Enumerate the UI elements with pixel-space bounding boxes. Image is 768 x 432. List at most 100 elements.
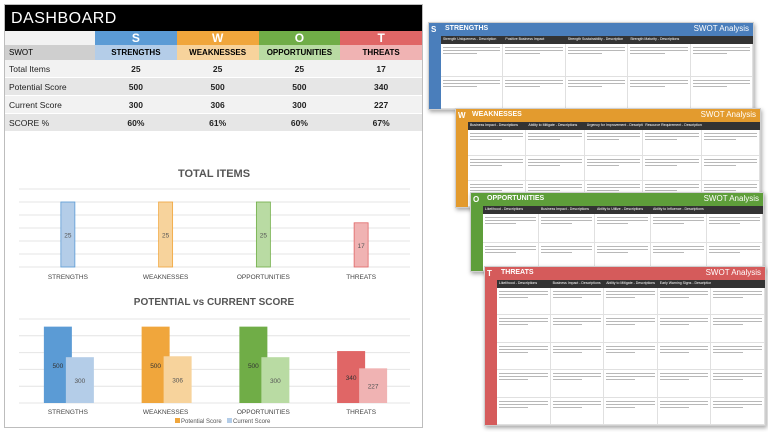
card-cell xyxy=(468,155,527,182)
bar-current-threats xyxy=(359,368,388,403)
score-chart: POTENTIAL vs CURRENT SCORE 500 300 STRENGTH… xyxy=(5,291,422,427)
header-threats: THREATS xyxy=(340,45,422,60)
row-label: Current Score xyxy=(5,96,95,113)
legend-swatch-potential xyxy=(175,418,180,423)
card-column-headers: Business Impact - Descriptions Ability to… xyxy=(468,122,760,130)
card-cell xyxy=(550,342,605,371)
card-cell xyxy=(595,214,651,243)
data-label: 300 xyxy=(74,378,85,385)
card-cell xyxy=(565,44,629,77)
card-header: THREATS SWOT Analysis xyxy=(497,267,765,280)
card-cell xyxy=(503,44,566,77)
card-cell xyxy=(497,315,551,343)
card-tag: SWOT Analysis xyxy=(693,24,749,33)
data-label: 300 xyxy=(270,378,281,385)
card-cell xyxy=(690,76,753,109)
chart-title: POTENTIAL vs CURRENT SCORE xyxy=(134,297,295,308)
cell-strengths: 60% xyxy=(95,114,177,131)
summary-row: Potential Score 500 500 500 340 xyxy=(5,78,422,96)
x-tick-label: WEAKNESSES xyxy=(143,409,189,416)
card-cell xyxy=(604,288,658,316)
card-column-header: Resource Requirement - Descriptions xyxy=(645,123,702,127)
card-cell xyxy=(441,44,504,77)
column-header-row: SWOT STRENGTHS WEAKNESSES OPPORTUNITIES THRE… xyxy=(5,45,422,60)
cell-strengths: 300 xyxy=(95,96,177,113)
swot-card-strengths: S STRENGTHS SWOT Analysis Strength Uniquene… xyxy=(428,22,754,110)
data-label: 25 xyxy=(260,233,268,240)
card-cell xyxy=(690,44,753,77)
card-cell xyxy=(503,76,566,109)
card-column-header: Early Warning Signs - Descriptions xyxy=(659,281,712,285)
card-cell xyxy=(550,288,605,316)
card-header: STRENGTHS SWOT Analysis xyxy=(441,23,753,36)
header-weaknesses: WEAKNESSES xyxy=(176,45,259,60)
cell-weaknesses: 25 xyxy=(176,60,259,77)
card-cell xyxy=(497,397,551,425)
card-cell xyxy=(657,342,712,371)
x-tick-label: STRENGTHS xyxy=(48,274,89,281)
card-body xyxy=(441,44,753,109)
x-tick-label: WEAKNESSES xyxy=(143,274,189,281)
cell-weaknesses: 61% xyxy=(176,114,259,131)
header-opportunities: OPPORTUNITIES xyxy=(258,45,341,60)
card-column-header: Ability to Influence - Descriptions xyxy=(653,207,704,211)
legend-label: Potential Score xyxy=(181,419,222,425)
card-tag: SWOT Analysis xyxy=(700,110,756,119)
card-column-header xyxy=(707,206,763,214)
card-side-bar xyxy=(429,23,441,109)
header-strengths: STRENGTHS xyxy=(95,45,177,60)
card-column-header: Likelihood - Descriptions xyxy=(499,281,538,285)
card-column-header xyxy=(702,122,760,130)
card-header: WEAKNESSES SWOT Analysis xyxy=(468,109,760,122)
cell-opportunities: 500 xyxy=(258,78,341,95)
card-cell xyxy=(497,288,551,316)
bar-threats xyxy=(353,222,369,268)
legend-label: Current Score xyxy=(233,419,271,425)
row-label: Total Items xyxy=(5,60,95,77)
card-column-header: Ability to Utilize - Descriptions xyxy=(597,207,644,211)
card-tag: SWOT Analysis xyxy=(703,194,759,203)
card-cell xyxy=(526,130,585,156)
summary-row: Current Score 300 306 300 227 xyxy=(5,96,422,114)
dashboard-title: DASHBOARD xyxy=(5,5,422,31)
cell-threats: 67% xyxy=(340,114,422,131)
card-column-header: Ability to Mitigate - Descriptions xyxy=(528,123,578,127)
card-cell xyxy=(550,370,605,398)
x-tick-label: OPPORTUNITIES xyxy=(237,409,291,416)
card-cell xyxy=(550,315,605,343)
card-cell xyxy=(628,76,691,109)
data-label: 500 xyxy=(150,363,161,370)
card-column-header: Urgency for Improvement - Descriptions xyxy=(586,123,644,127)
swot-card-weaknesses: W WEAKNESSES SWOT Analysis Business Impact … xyxy=(455,108,761,208)
bar-current-strengths xyxy=(65,357,94,403)
card-cell xyxy=(701,155,760,182)
card-cell xyxy=(483,214,539,243)
cell-opportunities: 60% xyxy=(258,114,341,131)
letter-o: O xyxy=(258,31,341,45)
card-cell xyxy=(550,397,605,425)
card-column-header xyxy=(691,36,753,44)
card-cell xyxy=(657,370,712,398)
data-label: 227 xyxy=(368,384,379,391)
x-tick-label: OPPORTUNITIES xyxy=(237,274,291,281)
chart-title: TOTAL ITEMS xyxy=(178,168,250,180)
cell-weaknesses: 500 xyxy=(176,78,259,95)
data-label: 17 xyxy=(358,243,366,250)
card-cell xyxy=(584,130,644,156)
card-cell xyxy=(711,342,765,371)
data-label: 306 xyxy=(172,378,183,385)
card-cell xyxy=(707,214,763,243)
card-header: OPPORTUNITIES SWOT Analysis xyxy=(483,193,763,206)
card-column-headers: Strength Uniqueness - Description Positiv… xyxy=(441,36,753,44)
x-tick-label: STRENGTHS xyxy=(48,409,89,416)
card-column-header: Strength Maturity - Descriptions xyxy=(630,37,680,41)
card-cell xyxy=(526,155,585,182)
card-cell xyxy=(711,315,765,343)
card-cell xyxy=(497,370,551,398)
letter-s: S xyxy=(95,31,177,45)
bar-current-opportunities xyxy=(261,357,290,403)
cell-threats: 17 xyxy=(340,60,422,77)
